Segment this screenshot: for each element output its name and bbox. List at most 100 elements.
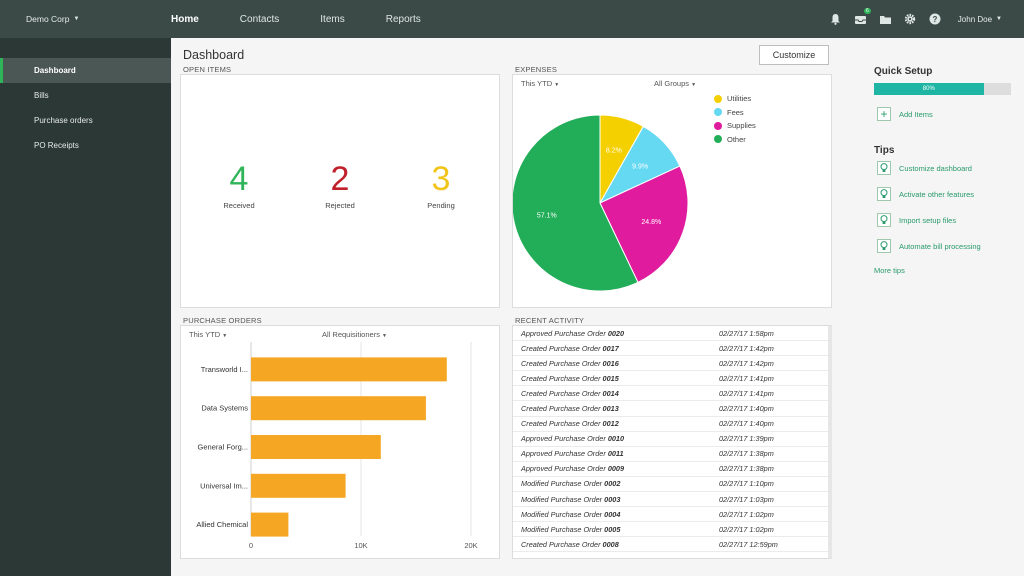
chevron-down-icon: ▼ bbox=[691, 82, 697, 88]
activity-row[interactable]: Approved Purchase Order 0010 02/27/17 1:3… bbox=[513, 432, 828, 447]
nav-items[interactable]: Items bbox=[320, 13, 345, 25]
tip-link[interactable]: Activate other features bbox=[877, 187, 974, 201]
activity-row[interactable]: Modified Purchase Order 0003 02/27/17 1:0… bbox=[513, 492, 828, 508]
stat-rejected[interactable]: 2 Rejected bbox=[310, 161, 370, 210]
bar[interactable] bbox=[251, 512, 289, 537]
tip-link[interactable]: Customize dashboard bbox=[877, 161, 972, 175]
activity-description: Created Purchase Order 0015 bbox=[513, 374, 713, 383]
activity-order-id[interactable]: 0015 bbox=[602, 373, 619, 383]
sidebar-item-dashboard[interactable]: Dashboard bbox=[0, 58, 171, 83]
activity-order-id[interactable]: 0011 bbox=[607, 449, 624, 459]
folder-icon[interactable] bbox=[879, 13, 892, 26]
bar[interactable] bbox=[251, 435, 381, 459]
notification-badge: 6 bbox=[864, 7, 871, 14]
legend-swatch bbox=[714, 121, 722, 130]
activity-description: Created Purchase Order 0016 bbox=[513, 359, 713, 368]
activity-row[interactable]: Created Purchase Order 0014 02/27/17 1:41… bbox=[513, 386, 828, 402]
stat-pending-label: Pending bbox=[427, 201, 455, 210]
activity-row[interactable]: Modified Purchase Order 0005 02/27/17 1:0… bbox=[513, 522, 828, 538]
nav-contacts[interactable]: Contacts bbox=[239, 13, 280, 25]
y-category-label: Transworld I... bbox=[201, 365, 248, 374]
nav-reports[interactable]: Reports bbox=[385, 13, 421, 25]
expenses-pie-chart: 8.2% 9.9% 24.8% 57.1% bbox=[513, 114, 689, 292]
stat-received[interactable]: 4 Received bbox=[209, 161, 269, 210]
expenses-panel: This YTD ▼ All Groups ▼ 8.2% 9.9% 24.8% 57.… bbox=[512, 74, 832, 308]
activity-order-id[interactable]: 0008 bbox=[602, 539, 619, 549]
lightbulb-icon bbox=[877, 187, 891, 201]
page-title: Dashboard bbox=[183, 48, 245, 62]
bar[interactable] bbox=[251, 396, 426, 421]
activity-order-id[interactable]: 0010 bbox=[607, 434, 625, 444]
main-nav: Home Contacts Items Reports bbox=[171, 0, 462, 38]
stat-pending[interactable]: 3 Pending bbox=[411, 161, 471, 210]
activity-order-id[interactable]: 0004 bbox=[604, 509, 621, 519]
activity-row[interactable]: Created Purchase Order 0017 02/27/17 1:42… bbox=[513, 341, 828, 357]
activity-order-id[interactable]: 0003 bbox=[604, 494, 621, 504]
po-requisitioner-filter[interactable]: All Requisitioners ▼ bbox=[322, 330, 387, 339]
bar[interactable] bbox=[251, 473, 346, 498]
more-tips-link[interactable]: More tips bbox=[874, 266, 905, 275]
po-period-filter[interactable]: This YTD ▼ bbox=[189, 330, 227, 339]
activity-row[interactable]: Modified Purchase Order 0004 02/27/17 1:0… bbox=[513, 507, 828, 523]
bar[interactable] bbox=[251, 357, 447, 382]
activity-order-id[interactable]: 0009 bbox=[607, 464, 625, 474]
org-name: Demo Corp bbox=[26, 14, 70, 24]
activity-action: Created Purchase Order bbox=[521, 539, 601, 549]
activity-action: Created Purchase Order bbox=[521, 343, 601, 353]
gear-icon[interactable] bbox=[904, 13, 917, 26]
activity-order-id[interactable]: 0002 bbox=[604, 479, 621, 489]
setup-progress-fill: 80% bbox=[874, 83, 984, 95]
activity-order-id[interactable]: 0020 bbox=[607, 328, 625, 338]
activity-row[interactable]: Approved Purchase Order 0011 02/27/17 1:3… bbox=[513, 447, 828, 462]
pie-slice-supplies[interactable] bbox=[599, 165, 689, 284]
sidebar-item-po-receipts[interactable]: PO Receipts bbox=[34, 141, 79, 150]
activity-order-id[interactable]: 0016 bbox=[602, 358, 619, 368]
tip-link[interactable]: Automate bill processing bbox=[877, 239, 981, 253]
activity-row[interactable]: Created Purchase Order 0012 02/27/17 1:40… bbox=[513, 417, 828, 432]
activity-order-id[interactable]: 0017 bbox=[602, 343, 619, 353]
activity-description: Approved Purchase Order 0020 bbox=[513, 329, 713, 338]
activity-order-id[interactable]: 0013 bbox=[602, 404, 619, 414]
add-items-link[interactable]: + Add Items bbox=[877, 107, 933, 121]
purchase-orders-bar-chart: 0 10K 20K Transworld I... Data Systems Genera… bbox=[196, 342, 478, 550]
activity-time: 02/27/17 1:40pm bbox=[719, 419, 774, 429]
org-switcher[interactable]: Demo Corp ▼ bbox=[0, 14, 171, 24]
tip-link[interactable]: Import setup files bbox=[877, 213, 956, 227]
expenses-period-filter[interactable]: This YTD ▼ bbox=[521, 79, 559, 88]
activity-time: 02/27/17 1:02pm bbox=[719, 509, 774, 519]
activity-order-id[interactable]: 0014 bbox=[602, 388, 619, 398]
sidebar-item-purchase-orders[interactable]: Purchase orders bbox=[34, 116, 93, 125]
help-icon[interactable]: ? bbox=[929, 13, 942, 26]
activity-action: Approved Purchase Order bbox=[521, 434, 606, 444]
chevron-down-icon: ▼ bbox=[222, 333, 228, 339]
activity-time: 02/27/17 1:42pm bbox=[719, 358, 774, 368]
activity-row[interactable]: Created Purchase Order 0008 02/27/17 12:5… bbox=[513, 537, 828, 553]
activity-action: Approved Purchase Order bbox=[521, 328, 606, 338]
activity-time: 02/27/17 12:59pm bbox=[719, 539, 778, 549]
activity-order-id[interactable]: 0012 bbox=[602, 419, 619, 429]
pie-slice-label: 57.1% bbox=[537, 213, 557, 220]
legend-label: Utilities bbox=[727, 94, 752, 103]
legend-label: Fees bbox=[727, 107, 744, 117]
bell-icon[interactable] bbox=[829, 13, 842, 26]
setup-progress-bar: 80% bbox=[874, 83, 1011, 95]
inbox-icon[interactable]: 6 bbox=[854, 7, 871, 26]
legend-swatch bbox=[714, 94, 722, 103]
activity-row[interactable]: Created Purchase Order 0016 02/27/17 1:42… bbox=[513, 356, 828, 372]
stat-rejected-value: 2 bbox=[330, 160, 350, 198]
activity-row[interactable]: Created Purchase Order 0015 02/27/17 1:41… bbox=[513, 371, 828, 387]
activity-action: Created Purchase Order bbox=[521, 358, 601, 368]
pie-slice-other[interactable] bbox=[513, 114, 639, 292]
activity-row[interactable]: Approved Purchase Order 0020 02/27/17 1:5… bbox=[513, 326, 828, 342]
sidebar-item-bills[interactable]: Bills bbox=[34, 91, 49, 100]
activity-row[interactable]: Created Purchase Order 0013 02/27/17 1:40… bbox=[513, 401, 828, 417]
activity-row[interactable]: Approved Purchase Order 0009 02/27/17 1:3… bbox=[513, 462, 828, 477]
expenses-group-filter[interactable]: All Groups ▼ bbox=[654, 79, 696, 88]
nav-home[interactable]: Home bbox=[171, 13, 199, 25]
activity-row[interactable]: Modified Purchase Order 0002 02/27/17 1:1… bbox=[513, 477, 828, 493]
customize-button[interactable]: Customize bbox=[759, 45, 829, 65]
legend-swatch bbox=[714, 108, 722, 116]
activity-order-id[interactable]: 0005 bbox=[604, 524, 621, 534]
user-menu[interactable]: John Doe ▼ bbox=[958, 15, 1002, 24]
tips-title: Tips bbox=[874, 145, 895, 156]
